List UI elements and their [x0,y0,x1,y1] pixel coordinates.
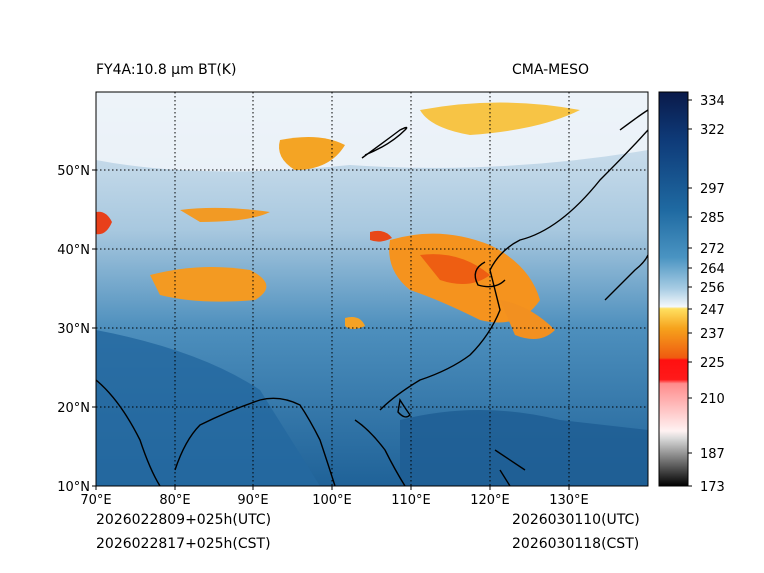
lon-label-110: 110°E [391,493,431,508]
lon-label-70: 70°E [80,493,111,508]
colorbar-tick-210: 210 [700,392,725,407]
colorbar-tick-272: 272 [700,242,725,257]
colorbar-tick-237: 237 [700,327,725,342]
colorbar-tick-187: 187 [700,447,725,462]
colorbar-tick-256: 256 [700,281,725,296]
colorbar-tick-285: 285 [700,211,725,226]
colorbar-tick-225: 225 [700,356,725,371]
lon-label-120: 120°E [470,493,510,508]
lat-label-50: 50°N [57,164,90,179]
colorbar-tick-173: 173 [700,480,725,495]
colorbar-tick-334: 334 [700,94,725,109]
colorbar [658,91,689,487]
model-name: CMA-MESO [512,62,590,78]
map-frame [95,91,649,487]
cloud-cluster-tibet [150,266,267,302]
lon-label-90: 90°E [237,493,268,508]
graticule [96,92,648,486]
lat-label-40: 40°N [57,243,90,258]
product-title: FY4A:10.8 μm BT(K) [96,62,237,78]
init-time-cst: 2026022817+025h(CST) [96,536,271,552]
colorbar-tick-297: 297 [700,182,725,197]
init-time-utc: 2026022809+025h(UTC) [96,512,272,528]
colorbar-tick-247: 247 [700,303,725,318]
valid-time-utc: 2026030110(UTC) [512,512,640,528]
colorbar-tick-264: 264 [700,262,725,277]
lat-label-10: 10°N [57,480,90,495]
lon-label-130: 130°E [549,493,589,508]
lat-label-30: 30°N [57,322,90,337]
lat-label-20: 20°N [57,401,90,416]
colorbar-tick-322: 322 [700,123,725,138]
lon-label-100: 100°E [312,493,352,508]
coastline-overlay [96,109,648,486]
lon-label-80: 80°E [159,493,190,508]
valid-time-cst: 2026030118(CST) [512,536,640,552]
